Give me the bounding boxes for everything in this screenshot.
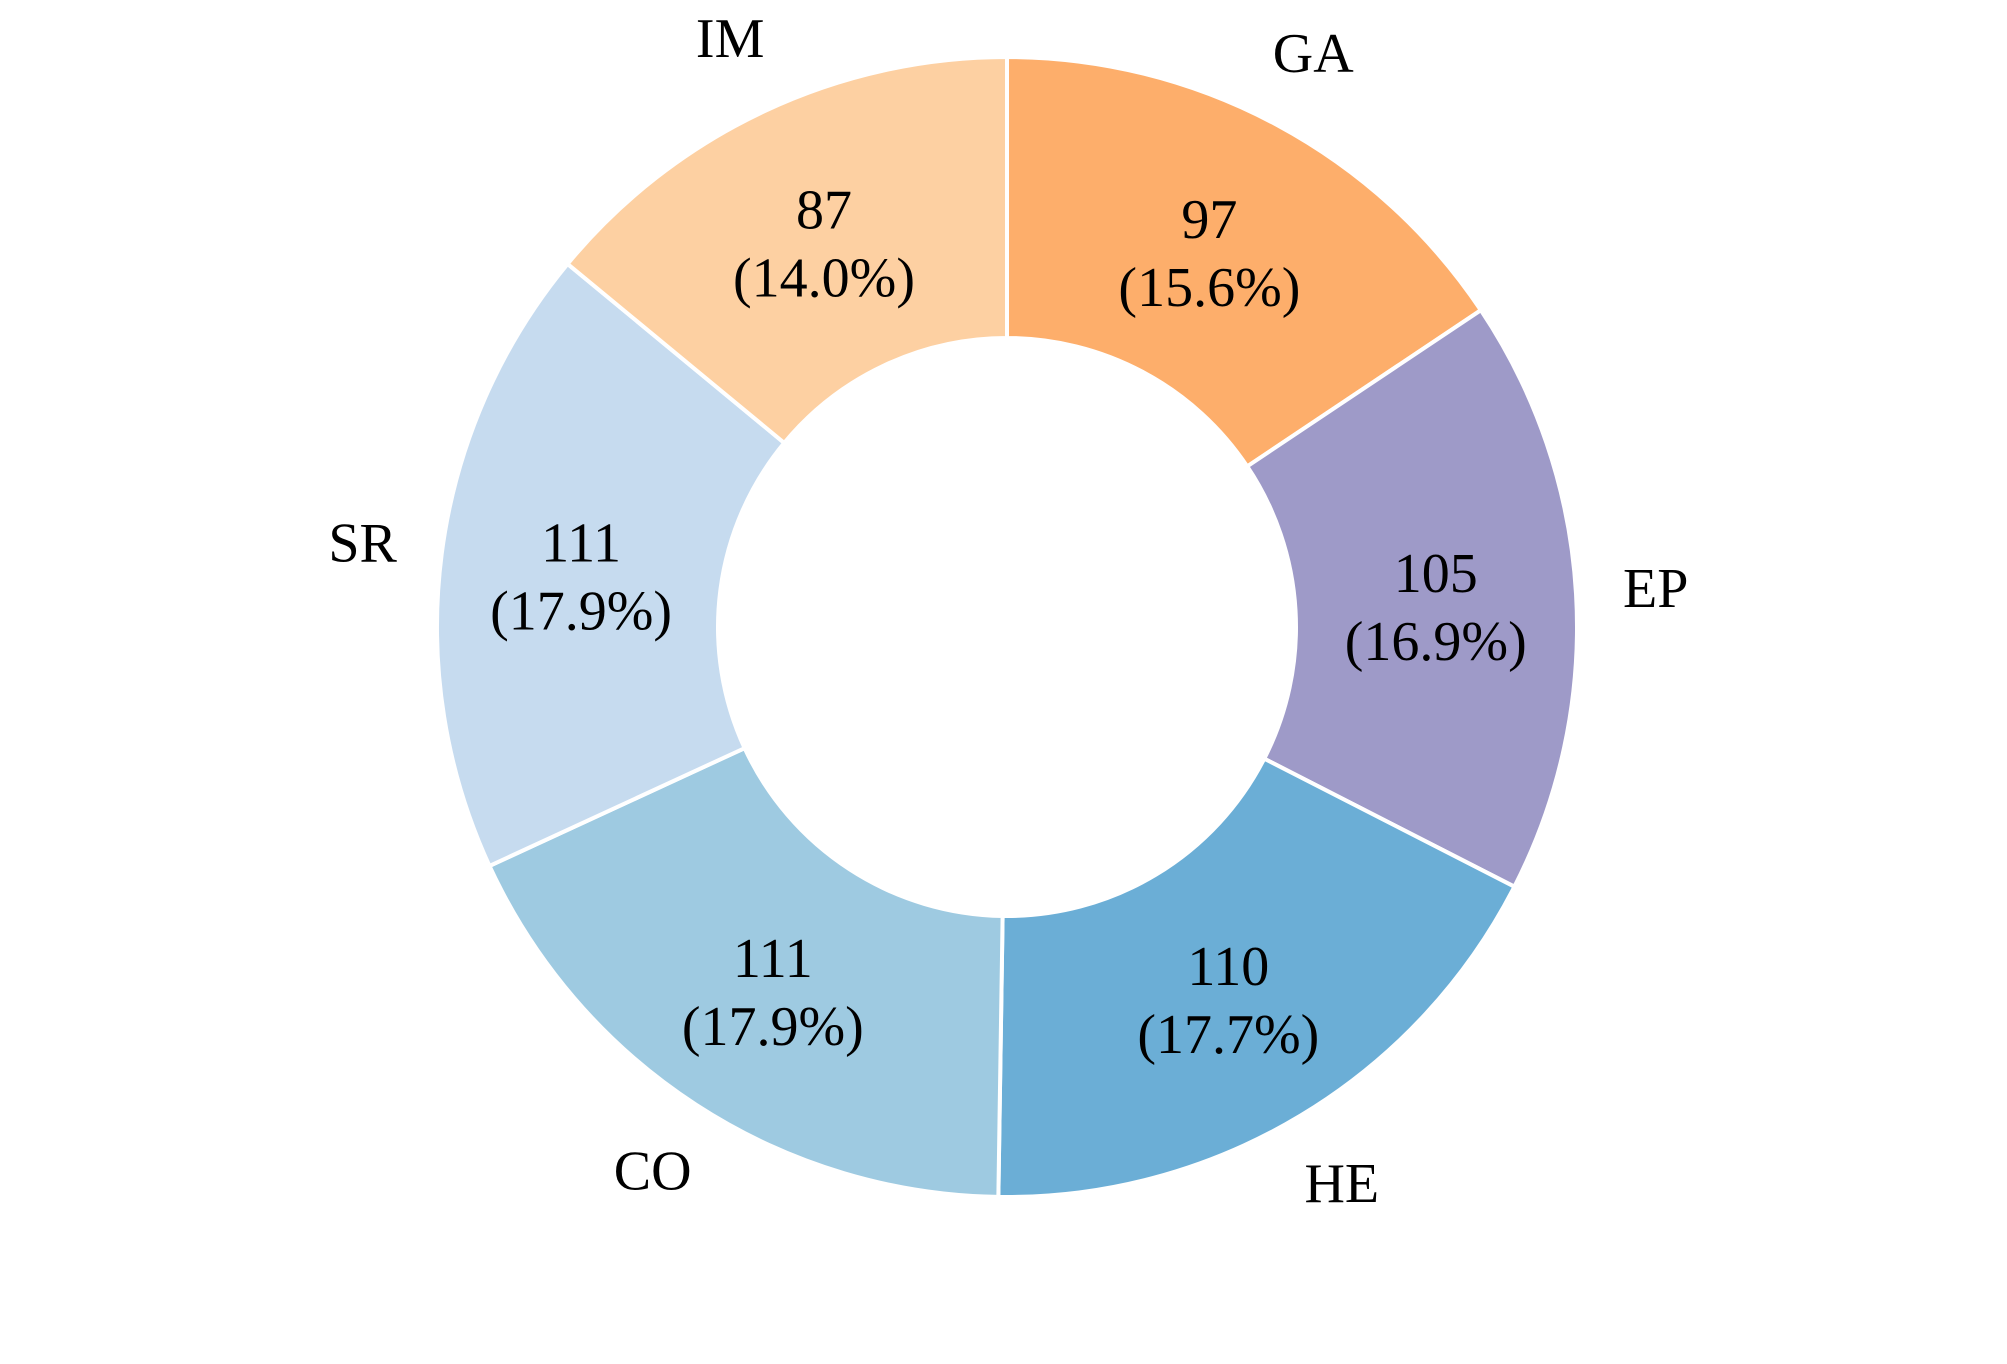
slice-ga (1005, 54, 1484, 470)
slice-he (996, 755, 1518, 1199)
category-label-ep: EP (1623, 558, 1688, 620)
slice-ep (1244, 307, 1579, 890)
slice-co (486, 745, 1005, 1199)
value-label-ga: 97 (15.6%) (1118, 189, 1300, 319)
category-label-ga: GA (1273, 23, 1354, 85)
slice-im (564, 54, 1009, 446)
category-label-im: IM (696, 8, 764, 70)
category-label-sr: SR (328, 512, 397, 574)
category-label-co: CO (614, 1141, 692, 1203)
value-label-co: 111 (17.9%) (682, 928, 864, 1058)
value-label-ep: 105 (16.9%) (1345, 543, 1527, 673)
value-label-im: 87 (14.0%) (733, 179, 915, 309)
slice-sr (435, 261, 788, 869)
value-label-sr: 111 (17.9%) (490, 513, 672, 643)
category-label-he: HE (1304, 1153, 1379, 1215)
value-label-he: 110 (17.7%) (1137, 936, 1319, 1066)
